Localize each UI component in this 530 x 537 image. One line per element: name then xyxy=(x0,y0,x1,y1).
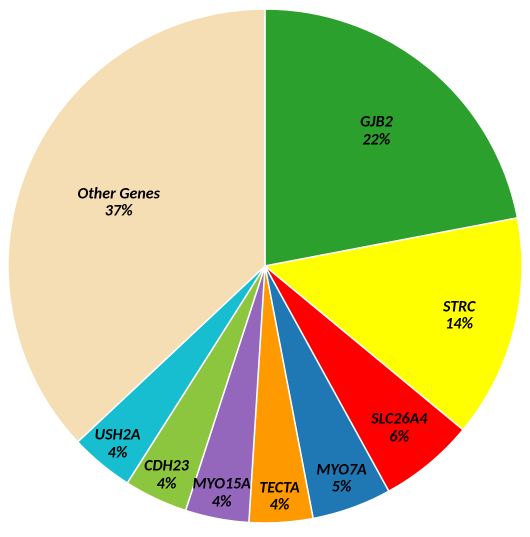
gene-pie-chart: GJB222%STRC14%SLC26A46%MYO7A5%TECTA4%MYO… xyxy=(0,0,530,532)
pie-svg xyxy=(0,0,530,532)
